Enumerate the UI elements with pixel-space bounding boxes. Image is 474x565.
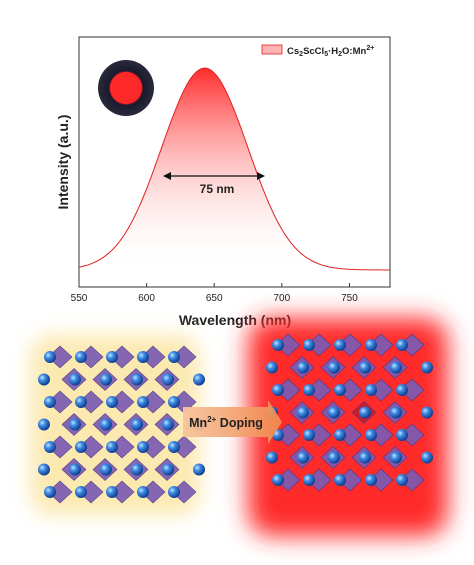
cs-atom-sphere (100, 418, 112, 431)
cs-atom-sphere (131, 463, 143, 476)
cs-atom-sphere (303, 339, 315, 351)
lattice-undoped (38, 345, 205, 504)
lattice-doped (266, 333, 433, 492)
cs-atom-sphere (193, 463, 205, 476)
x-tick-label-550: 550 (71, 293, 88, 304)
y-axis-label: Intensity (a.u.) (55, 115, 71, 210)
cs-atom-sphere (303, 474, 315, 486)
cs-atom-sphere (100, 463, 112, 476)
legend-label: Cs2ScCl5·H2O:Mn2+ (287, 45, 374, 58)
plot-frame (78, 36, 391, 288)
cs-atom-sphere (44, 486, 56, 498)
x-tick-label-750: 750 (341, 293, 358, 304)
emission-plot: 550 600 650 700 750 75 nm Wavelength (nm) In… (55, 36, 391, 328)
crystal-structures: Mn2+ Doping (30, 318, 448, 536)
cs-atom-sphere (75, 396, 87, 408)
cs-atom-sphere (137, 486, 149, 498)
cs-atom-sphere (359, 361, 371, 374)
x-ticks: 550 600 650 700 750 (71, 283, 358, 304)
fwhm-arrow-left-icon (163, 172, 171, 180)
cs-atom-sphere (193, 373, 205, 386)
cs-atom-sphere (106, 486, 118, 498)
cs-atom-sphere (328, 361, 340, 374)
cs-atom-sphere (396, 429, 408, 441)
cs-atom-sphere (390, 361, 402, 374)
cs-atom-sphere (131, 373, 143, 386)
cs-atom-sphere (266, 451, 278, 464)
cs-atom-sphere (334, 384, 346, 396)
cs-atom-sphere (365, 429, 377, 441)
cs-atom-sphere (162, 373, 174, 386)
cs-atom-sphere (297, 451, 309, 464)
x-tick-label-600: 600 (138, 293, 155, 304)
cs-atom-sphere (44, 351, 56, 363)
cs-atom-sphere (272, 339, 284, 351)
cs-atom-sphere (137, 441, 149, 453)
cs-atom-sphere (396, 384, 408, 396)
cs-atom-sphere (272, 474, 284, 486)
legend-swatch (261, 44, 283, 55)
cs-atom-sphere (137, 396, 149, 408)
arrow-shape (183, 400, 282, 444)
series-line-0 (78, 67, 390, 271)
cs-atom-sphere (390, 451, 402, 464)
doping-arrow: Mn2+ Doping (183, 400, 282, 444)
cs-atom-sphere (334, 474, 346, 486)
cs-atom-sphere (272, 384, 284, 396)
cs-atom-sphere (106, 351, 118, 363)
series-area-0 (79, 68, 390, 272)
cs-atom-sphere (44, 441, 56, 453)
cs-atom-sphere (328, 406, 340, 419)
x-tick-label-650: 650 (206, 293, 223, 304)
cs-atom-sphere (328, 451, 340, 464)
cs-atom-sphere (365, 339, 377, 351)
cs-atom-sphere (168, 396, 180, 408)
cs-atom-sphere (297, 361, 309, 374)
cs-atom-sphere (100, 373, 112, 386)
cs-atom-sphere (334, 429, 346, 441)
sample-photo-inset (98, 60, 154, 116)
cs-atom-sphere (38, 373, 50, 386)
cs-atom-sphere (106, 441, 118, 453)
cs-atom-sphere (131, 418, 143, 431)
cs-atom-sphere (396, 339, 408, 351)
cs-atom-sphere (75, 486, 87, 498)
cs-atom-sphere (162, 418, 174, 431)
cs-atom-sphere (303, 429, 315, 441)
cs-atom-sphere (162, 463, 174, 476)
cs-atom-sphere (168, 351, 180, 363)
cs-atom-sphere (396, 474, 408, 486)
cs-atom-sphere (365, 384, 377, 396)
cs-atom-sphere (365, 474, 377, 486)
cs-atom-sphere (137, 351, 149, 363)
cs-atom-sphere (38, 418, 50, 431)
cs-atom-sphere (359, 406, 371, 419)
cs-atom-sphere (38, 463, 50, 476)
cs-atom-sphere (421, 361, 433, 374)
cs-atom-sphere (106, 396, 118, 408)
cs-atom-sphere (421, 451, 433, 464)
cs-atom-sphere (390, 406, 402, 419)
cs-atom-sphere (297, 406, 309, 419)
cs-atom-sphere (168, 441, 180, 453)
cs-atom-sphere (69, 463, 81, 476)
cs-atom-sphere (168, 486, 180, 498)
fwhm-arrow-right-icon (257, 172, 265, 180)
cs-atom-sphere (334, 339, 346, 351)
cs-atom-sphere (303, 384, 315, 396)
x-tick-label-700: 700 (273, 293, 290, 304)
doping-label: Mn2+ Doping (189, 415, 263, 430)
legend: Cs2ScCl5·H2O:Mn2+ (261, 44, 374, 58)
cs-atom-sphere (69, 373, 81, 386)
cs-atom-sphere (359, 451, 371, 464)
cs-atom-sphere (421, 406, 433, 419)
cs-atom-sphere (266, 361, 278, 374)
cs-atom-sphere (75, 351, 87, 363)
fwhm-label: 75 nm (200, 182, 235, 196)
cs-atom-sphere (44, 396, 56, 408)
cs-atom-sphere (75, 441, 87, 453)
series-layer (78, 67, 390, 272)
cs-atom-sphere (69, 418, 81, 431)
